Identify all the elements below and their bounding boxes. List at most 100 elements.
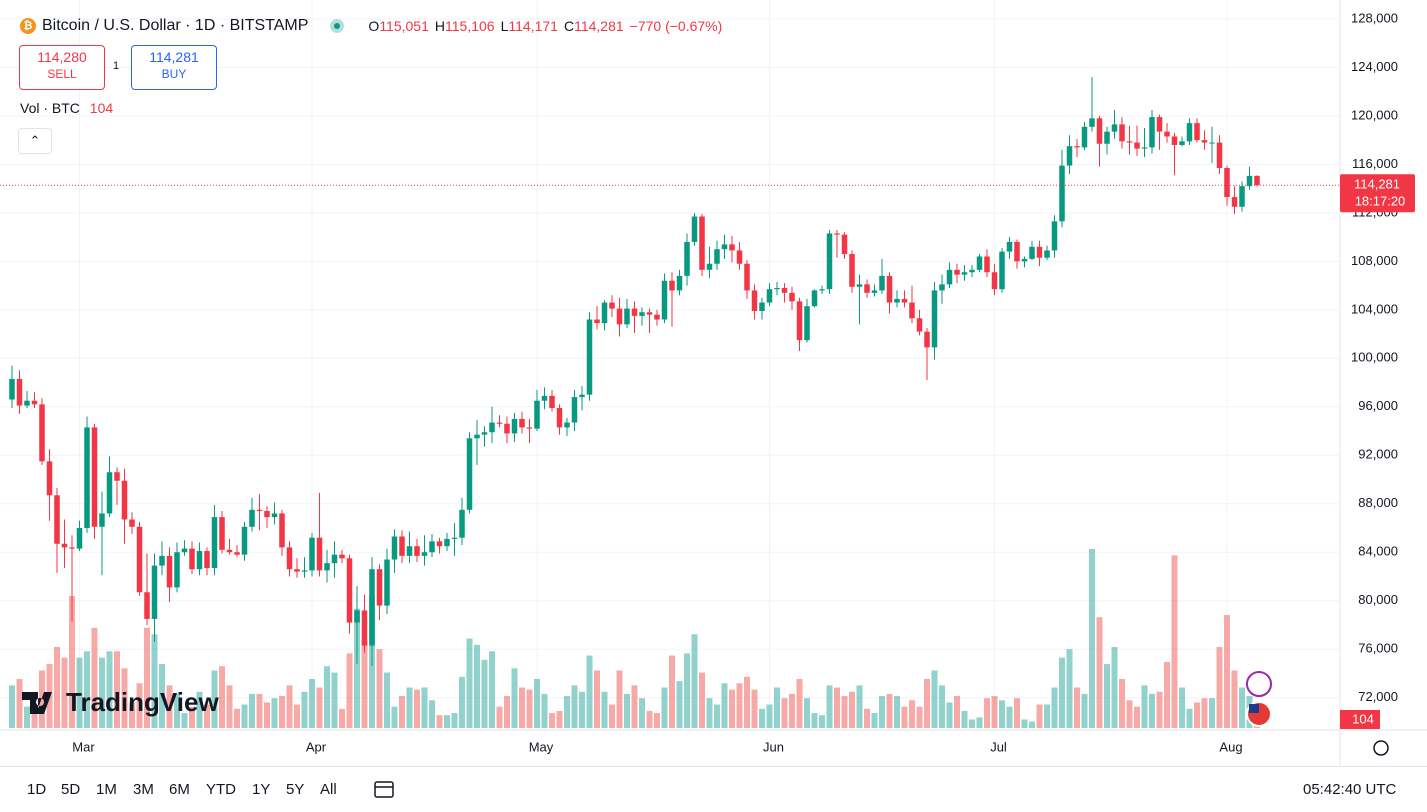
candle-body — [976, 256, 983, 270]
candle-body — [594, 319, 600, 324]
y-tick-label: 120,000 — [1351, 107, 1398, 122]
candle-body — [459, 509, 465, 538]
volume-bar — [586, 655, 593, 728]
candle-body — [39, 404, 45, 462]
candle-body — [684, 241, 690, 276]
calendar-body — [374, 781, 394, 798]
candle-body — [399, 536, 405, 556]
candle-body — [204, 551, 210, 568]
collapse-button[interactable]: ⌃ — [18, 128, 52, 154]
volume-bar — [774, 687, 780, 728]
volume-bar — [226, 685, 233, 728]
range-button[interactable]: 1D — [27, 781, 47, 798]
volume-bar — [556, 710, 563, 728]
volume-bar — [76, 657, 83, 728]
candle-body — [1141, 147, 1148, 149]
candle-body — [1089, 118, 1095, 127]
volume-bar — [136, 683, 143, 728]
candle-body — [676, 275, 683, 291]
candle-body — [361, 610, 368, 646]
range-button[interactable]: 1Y — [252, 781, 271, 798]
volume-bar — [909, 700, 915, 728]
volume-bar — [511, 668, 518, 728]
volume-bar — [744, 676, 750, 728]
candle-body — [256, 509, 263, 512]
volume-bar — [69, 595, 75, 728]
candle-body — [76, 528, 83, 549]
candle-body — [609, 302, 615, 309]
candle-body — [879, 275, 885, 291]
candle-body — [24, 400, 30, 406]
volume-bar — [99, 657, 105, 728]
candle-body — [234, 552, 240, 555]
candle-body — [1186, 123, 1193, 142]
candle-body — [826, 233, 833, 290]
volume-bar — [804, 698, 810, 728]
candle-body — [654, 314, 660, 320]
candle-body — [834, 233, 840, 235]
candle-body — [924, 331, 930, 348]
volume-bar — [871, 713, 878, 728]
volume-bar — [361, 640, 368, 728]
volume-axis-label: 104 — [1352, 711, 1374, 726]
ohlc-close: C114,281 — [564, 18, 624, 34]
volume-bar — [331, 672, 338, 728]
y-tick-label: 124,000 — [1351, 59, 1398, 74]
candle-body — [129, 519, 135, 527]
buy-button[interactable]: 114,281 BUY — [131, 45, 217, 90]
ohlc-key: O — [368, 18, 380, 34]
volume-bar — [789, 693, 795, 728]
calendar-icon — [374, 781, 394, 798]
candle-body — [586, 319, 593, 395]
sell-button[interactable]: 114,280 SELL — [19, 45, 105, 90]
volume-bar — [24, 706, 30, 728]
volume-bar — [211, 670, 218, 728]
range-button[interactable]: 1M — [96, 781, 117, 798]
range-button[interactable]: 6M — [169, 781, 190, 798]
volume-bar — [91, 627, 98, 728]
candle-body — [429, 541, 435, 553]
x-tick-label: Jun — [763, 739, 784, 754]
volume-bar — [826, 685, 833, 728]
candle-body — [1194, 123, 1200, 141]
range-button[interactable]: 3M — [133, 781, 154, 798]
range-button[interactable]: All — [320, 781, 337, 798]
volume-bar — [316, 687, 323, 728]
volume-bar — [429, 700, 435, 728]
volume-bar — [1089, 549, 1095, 728]
volume-bar — [421, 687, 428, 728]
volume-bar — [481, 659, 488, 728]
candle-body — [16, 378, 23, 406]
volume-bar — [354, 608, 360, 728]
range-button[interactable]: YTD — [206, 781, 236, 798]
volume-bar — [196, 691, 203, 728]
range-button[interactable]: 5D — [61, 781, 81, 798]
y-tick-label: 108,000 — [1351, 253, 1398, 268]
volume-bar — [399, 696, 405, 728]
candle-body — [151, 565, 158, 619]
range-button[interactable]: 5Y — [286, 781, 305, 798]
volume-bar — [159, 664, 165, 728]
candle-body — [1044, 250, 1050, 258]
candle-body — [1066, 146, 1073, 166]
volume-bar — [721, 683, 728, 728]
volume-bar — [1036, 704, 1043, 728]
candle-body — [579, 394, 585, 398]
volume-bar — [714, 704, 720, 728]
settings-icon — [1373, 740, 1389, 756]
candle-body — [114, 472, 120, 481]
volume-bar — [391, 706, 398, 728]
volume-bar — [309, 678, 315, 728]
candle-body — [136, 526, 143, 593]
candle-body — [46, 461, 53, 496]
candle-body — [841, 234, 848, 255]
volume-bar — [954, 696, 960, 728]
date-range-button[interactable] — [372, 777, 394, 799]
candle-body — [9, 378, 15, 400]
volume-bar — [1021, 719, 1028, 728]
ohlc-value: 115,106 — [445, 18, 495, 34]
ohlc-key: L — [500, 18, 509, 34]
candle-body — [489, 422, 495, 433]
candle-body — [1029, 246, 1035, 259]
candle-body — [856, 284, 863, 287]
